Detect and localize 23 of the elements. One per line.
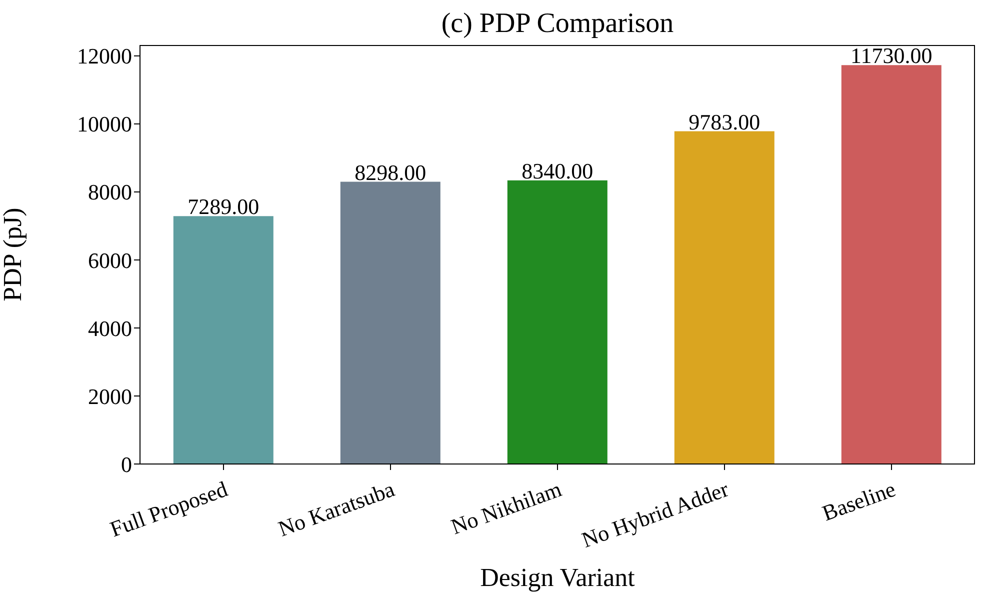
y-axis-title: PDP (pJ) (0, 208, 28, 302)
data-label: 11730.00 (850, 43, 932, 68)
y-tick-label: 6000 (88, 248, 132, 273)
y-tick-label: 0 (121, 452, 132, 477)
bar (841, 65, 942, 464)
y-tick-label: 4000 (88, 316, 132, 341)
data-label: 8340.00 (522, 158, 594, 184)
bar (173, 216, 274, 464)
data-label: 9783.00 (688, 109, 760, 134)
y-tick-label: 12000 (77, 44, 132, 69)
x-tick-label: Baseline (818, 476, 899, 526)
bar (507, 180, 608, 464)
y-tick-label: 2000 (88, 384, 132, 409)
x-tick-label: No Nikhilam (448, 476, 565, 540)
y-tick-label: 8000 (88, 180, 132, 205)
x-tick-label: No Hybrid Adder (578, 476, 732, 552)
y-tick-label: 10000 (77, 112, 132, 137)
x-axis-title: Design Variant (480, 563, 636, 592)
bar (340, 182, 440, 464)
bar (674, 131, 774, 464)
data-label: 8298.00 (354, 160, 426, 185)
data-label: 7289.00 (188, 194, 260, 220)
chart-title: (c) PDP Comparison (440, 8, 675, 40)
